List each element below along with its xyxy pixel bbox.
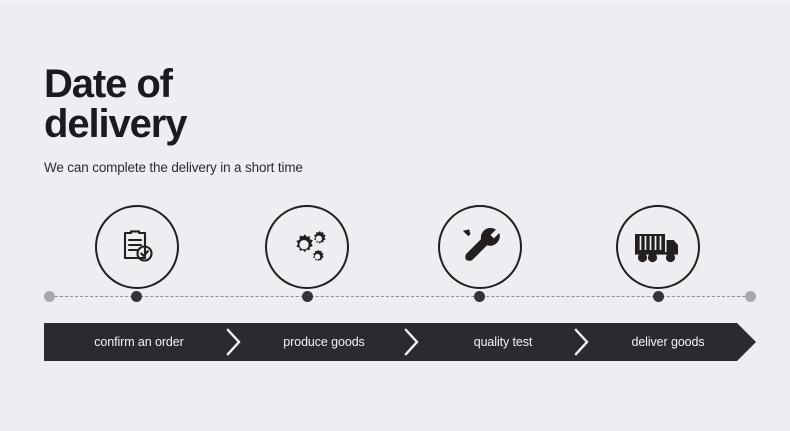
wrench-screwdriver-icon [457,224,503,270]
banner-step-produce-goods[interactable]: produce goods [234,323,414,361]
banner-chevron-divider-2 [404,328,420,356]
banner-step-label: confirm an order [94,335,184,349]
banner-step-deliver-goods[interactable]: deliver goods [592,323,744,361]
banner-step-label: deliver goods [631,335,705,349]
timeline-dot-step-3 [474,291,485,302]
timeline-dashed-line [50,296,750,297]
banner-chevron-divider-1 [226,328,242,356]
banner-arrow-shape [44,323,756,361]
timeline-dot-end [745,291,756,302]
timeline-dot-step-1 [131,291,142,302]
page-subtitle: We can complete the delivery in a short … [44,160,303,175]
timeline-track [44,290,756,304]
clipboard-check-icon [115,225,159,269]
step-icon-produce-goods[interactable] [265,205,349,289]
step-icon-deliver-goods[interactable] [616,205,700,289]
banner-step-label: quality test [473,335,533,349]
step-icon-quality-test[interactable] [438,205,522,289]
timeline-dot-start [44,291,55,302]
icon-row [44,205,756,289]
timeline-dot-step-4 [653,291,664,302]
step-icon-confirm-an-order[interactable] [95,205,179,289]
icon-circle-frame [438,205,522,289]
gears-icon [284,225,330,269]
icon-circle-frame [95,205,179,289]
heading-block: Date of delivery We can complete the del… [44,64,464,177]
icon-circle-frame [616,205,700,289]
banner-chevron-divider-3 [574,328,590,356]
timeline-dot-step-2 [302,291,313,302]
banner-step-label: produce goods [283,335,365,349]
banner-step-quality-test[interactable]: quality test [414,323,592,361]
icon-circle-frame [265,205,349,289]
page-title: Date of delivery [44,62,188,146]
process-banner: confirm an order produce goods quality t… [44,323,756,361]
top-edge-sheen [0,0,790,5]
banner-step-confirm-an-order[interactable]: confirm an order [44,323,234,361]
cargo-truck-icon [633,228,683,266]
